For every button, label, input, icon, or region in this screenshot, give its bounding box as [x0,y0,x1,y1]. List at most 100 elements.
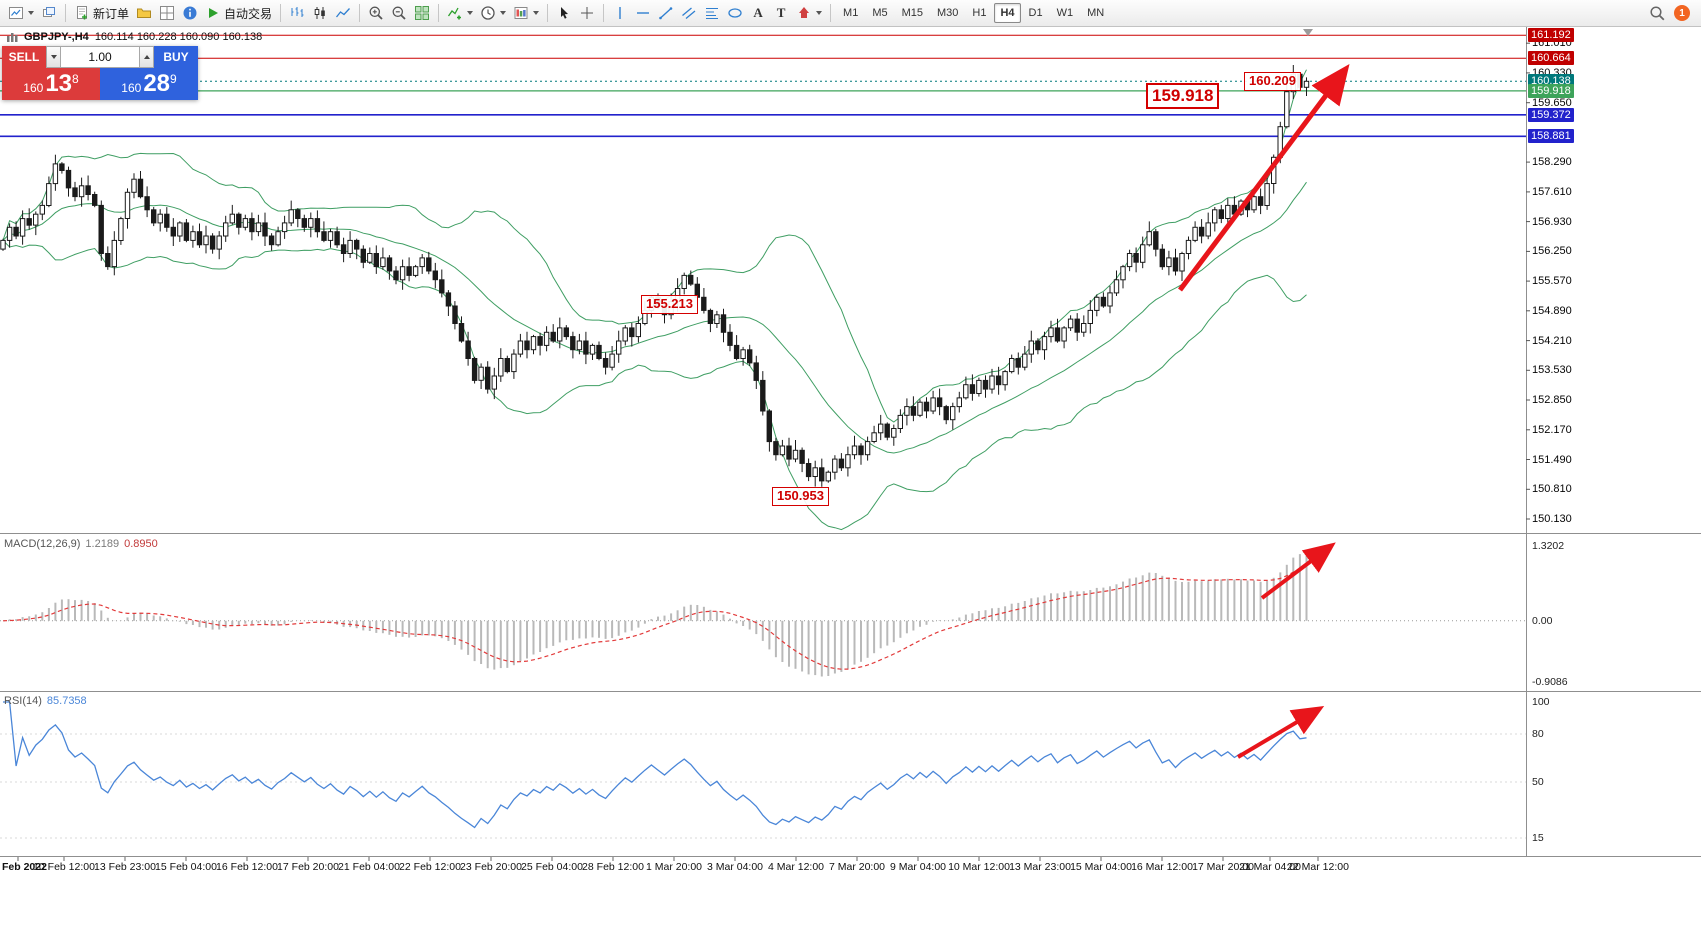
fibonacci-icon [706,8,719,19]
autotrade-button[interactable]: 自动交易 [202,2,275,24]
timeframe-d1-button[interactable]: D1 [1028,7,1043,19]
line-chart-type-button[interactable] [332,2,354,24]
trendline-icon [659,7,673,20]
chevron-down-icon [28,11,34,15]
templates-button[interactable] [510,2,542,24]
sell-button[interactable]: SELL [2,46,46,68]
windows-icon [43,7,55,17]
channel-icon [682,7,696,19]
label-tool-button[interactable]: T [770,2,792,24]
timeframe-m15-button[interactable]: M15 [901,7,923,19]
price-annotation-label[interactable]: 155.213 [641,295,698,314]
lot-size-input[interactable]: 1.00 [61,46,139,68]
zoom-in-icon [369,6,383,20]
trend-arrow[interactable] [1260,542,1336,600]
ellipse-icon [728,8,742,18]
sell-price-big: 13 [45,70,73,97]
label-tool-label: T [776,5,786,20]
chevron-down-icon [533,11,540,15]
notification-badge[interactable]: 1 [1674,5,1690,21]
zoom-out-button[interactable] [388,2,410,24]
lot-decrease-button[interactable] [46,46,61,68]
timeframe-h1-button[interactable]: H1 [972,7,987,19]
trendline-tool-button[interactable] [655,2,677,24]
timeframe-m5-button[interactable]: M5 [872,7,888,19]
arrows-tool-button[interactable] [793,2,825,24]
triangle-up-icon [143,55,150,59]
timeframe-mn-button[interactable]: MN [1087,7,1105,19]
autotrade-label: 自动交易 [224,6,273,21]
toolbar-separator [280,4,282,22]
toolbar-separator [603,4,605,22]
arrow-marker-icon [799,7,810,18]
search-icon [1650,5,1665,20]
charts-grid-button[interactable] [156,2,178,24]
rsi-pane[interactable] [0,691,1526,856]
info-icon [183,6,197,20]
buy-price-sup: 9 [170,72,177,86]
price-annotation-label[interactable]: 159.918 [1146,83,1220,110]
crosshair-icon [581,7,594,19]
macd-signal-line [2,564,1307,670]
buy-price-big: 28 [143,70,171,97]
timeframe-switcher: M1 M5 M15 M30 H1 H4 D1 W1 MN [836,3,1111,23]
zoom-in-button[interactable] [365,2,387,24]
main-toolbar: 新订单 自动交易 [0,0,1701,27]
tile-windows-button[interactable] [411,2,433,24]
zoom-out-icon [392,6,406,20]
search-button[interactable] [1646,2,1669,24]
buy-price-button[interactable]: 160 28 9 [100,68,198,100]
toolbar-separator [65,4,66,22]
profiles-button[interactable] [133,2,155,24]
triangle-down-icon [50,55,57,59]
tile-windows-icon [415,6,430,20]
cursor-icon [561,7,569,19]
horizontal-line-tool-button[interactable] [632,2,654,24]
text-tool-button[interactable]: A [747,2,769,24]
trend-arrow[interactable] [1178,64,1350,292]
vertical-line-tool-button[interactable] [609,2,631,24]
indicators-button[interactable] [444,2,476,24]
price-axis[interactable] [1526,27,1701,856]
candlestick-icon [314,7,325,19]
bollinger-lower [2,240,1307,531]
time-axis[interactable] [0,856,1701,882]
chevron-down-icon [816,11,823,15]
buy-price-base: 160 [121,81,142,95]
bar-chart-type-button[interactable] [286,2,308,24]
line-chart-icon [336,8,351,18]
charts-grid-icon [160,6,175,20]
shapes-tool-button[interactable] [724,2,746,24]
trend-arrow[interactable] [1236,705,1325,759]
horizontal-line-icon [637,12,650,14]
toolbar-separator [830,4,832,22]
cursor-button[interactable] [553,2,575,24]
sell-price-button[interactable]: 160 13 8 [2,68,100,100]
periods-button[interactable] [477,2,509,24]
candlestick-type-button[interactable] [309,2,331,24]
timeframe-h4-button[interactable]: H4 [994,3,1021,23]
new-order-icon [77,6,87,20]
bar-chart-icon [291,7,304,17]
window-list-button[interactable] [38,2,60,24]
lot-increase-button[interactable] [139,46,154,68]
new-order-button[interactable]: 新订单 [71,2,132,24]
timeframe-m1-button[interactable]: M1 [843,7,859,19]
crosshair-button[interactable] [576,2,598,24]
timeframe-w1-button[interactable]: W1 [1056,7,1074,19]
chart-shift-marker[interactable] [1303,29,1313,36]
new-chart-button[interactable] [5,2,37,24]
new-order-label: 新订单 [93,6,130,21]
timeframe-m30-button[interactable]: M30 [937,7,959,19]
buy-button[interactable]: BUY [154,46,198,68]
info-button[interactable] [179,2,201,24]
price-annotation-label[interactable]: 160.209 [1244,72,1301,91]
autotrade-play-icon [209,8,219,18]
fibonacci-tool-button[interactable] [701,2,723,24]
channel-tool-button[interactable] [678,2,700,24]
macd-pane[interactable] [0,533,1526,691]
chevron-down-icon [467,11,474,15]
price-annotation-label[interactable]: 150.953 [772,487,829,506]
